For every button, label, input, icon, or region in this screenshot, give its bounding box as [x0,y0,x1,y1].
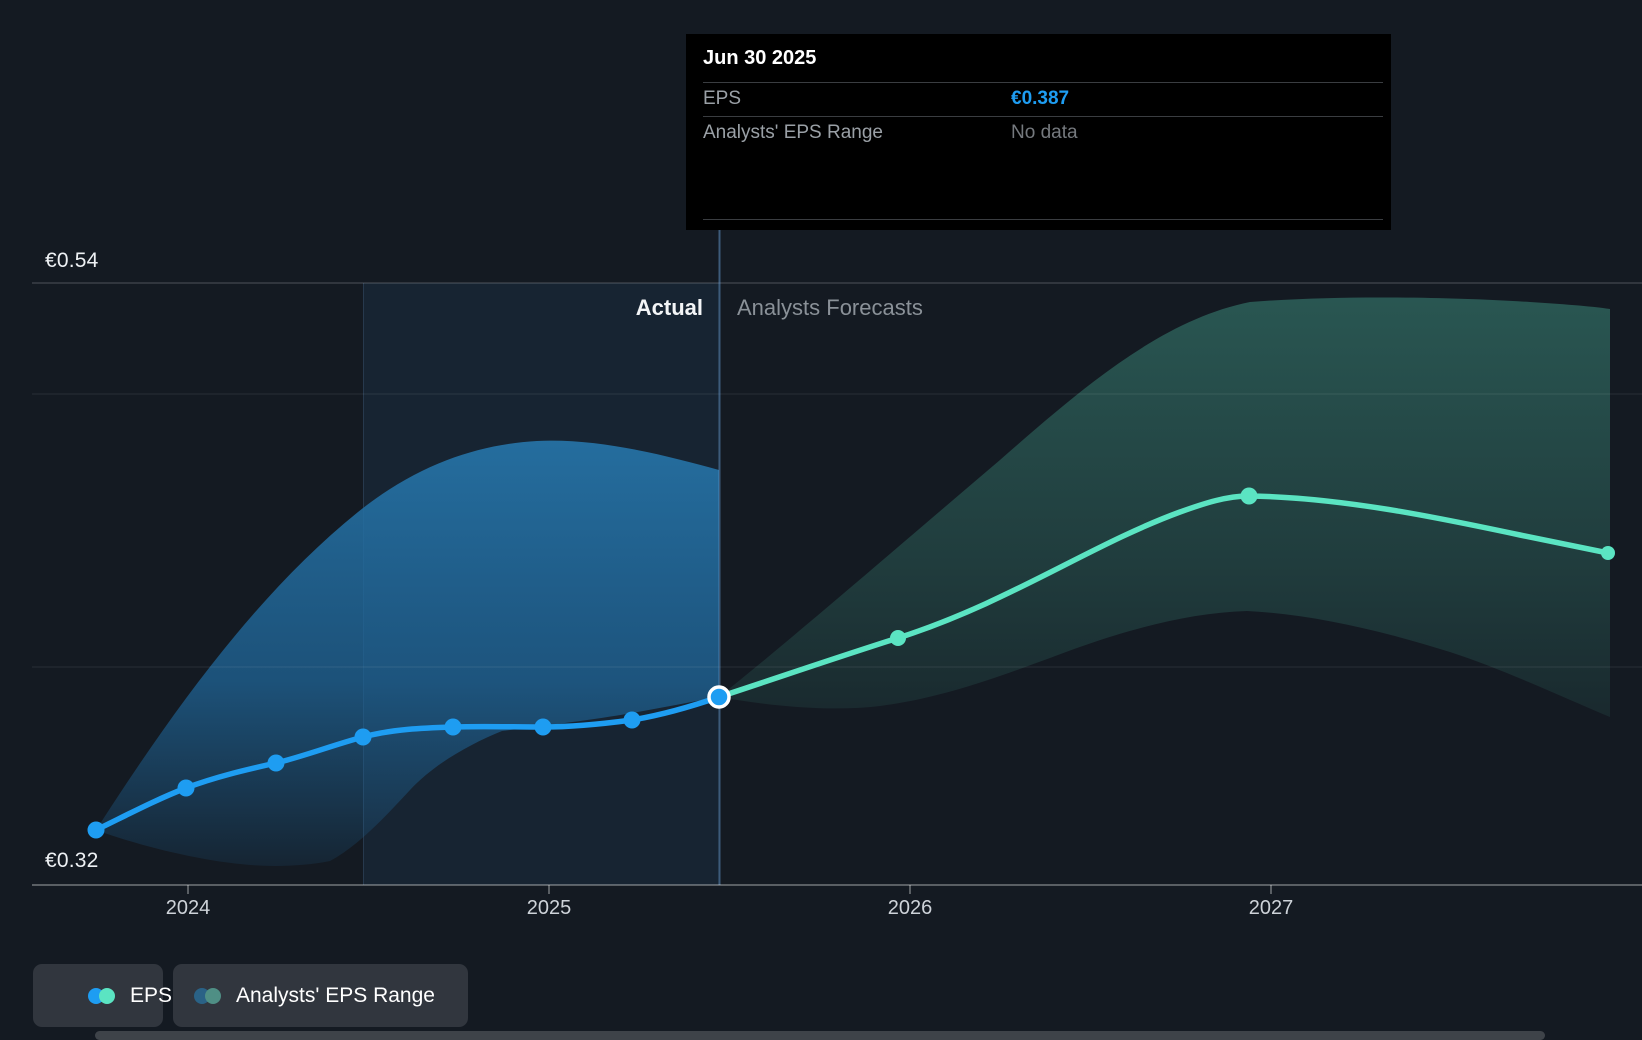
legend-eps[interactable]: EPS [33,964,172,1027]
tooltip-row-range: Analysts' EPS Range No data [686,116,1391,150]
tooltip-divider [703,116,1383,117]
chart-tooltip: Jun 30 2025 EPS €0.387 Analysts' EPS Ran… [686,34,1391,230]
y-min-label: €0.32 [45,849,99,872]
tooltip-eps-label: EPS [703,88,742,109]
tooltip-eps-value: €0.387 [1011,88,1070,109]
eps-actual-line [93,694,722,833]
eps-actual-points [87,711,641,839]
tooltip-range-label: Analysts' EPS Range [703,122,883,143]
x-tick-2024: 2024 [165,897,211,919]
legend-range-dot-teal [205,987,221,1004]
eps-forecast-points [890,487,1615,646]
actual-range-band [96,440,719,866]
tooltip-divider [703,219,1383,220]
eps-forecast-line [716,493,1611,700]
legend-eps-range[interactable]: Analysts' EPS Range [173,964,468,1027]
tooltip-divider [703,82,1383,83]
hovered-point-marker [707,685,731,709]
legend-eps-label: EPS [130,983,173,1007]
tooltip-range-value: No data [1011,122,1078,143]
legend-eps-range-label: Analysts' EPS Range [236,983,435,1007]
x-axis-ticks [187,885,1272,894]
tooltip-date: Jun 30 2025 [703,47,817,69]
forecast-range-band [719,297,1610,717]
legend-eps-dot-teal [99,987,115,1004]
forecast-zone-label: Analysts Forecasts [737,295,923,320]
y-max-label: €0.54 [45,249,99,272]
x-tick-2027: 2027 [1248,897,1294,919]
x-tick-2026: 2026 [887,897,933,919]
actual-zone-label: Actual [635,295,703,320]
x-tick-2025: 2025 [526,897,572,919]
tooltip-row-eps: EPS €0.387 [686,82,1391,116]
horizontal-scrollbar[interactable] [95,1031,1545,1040]
